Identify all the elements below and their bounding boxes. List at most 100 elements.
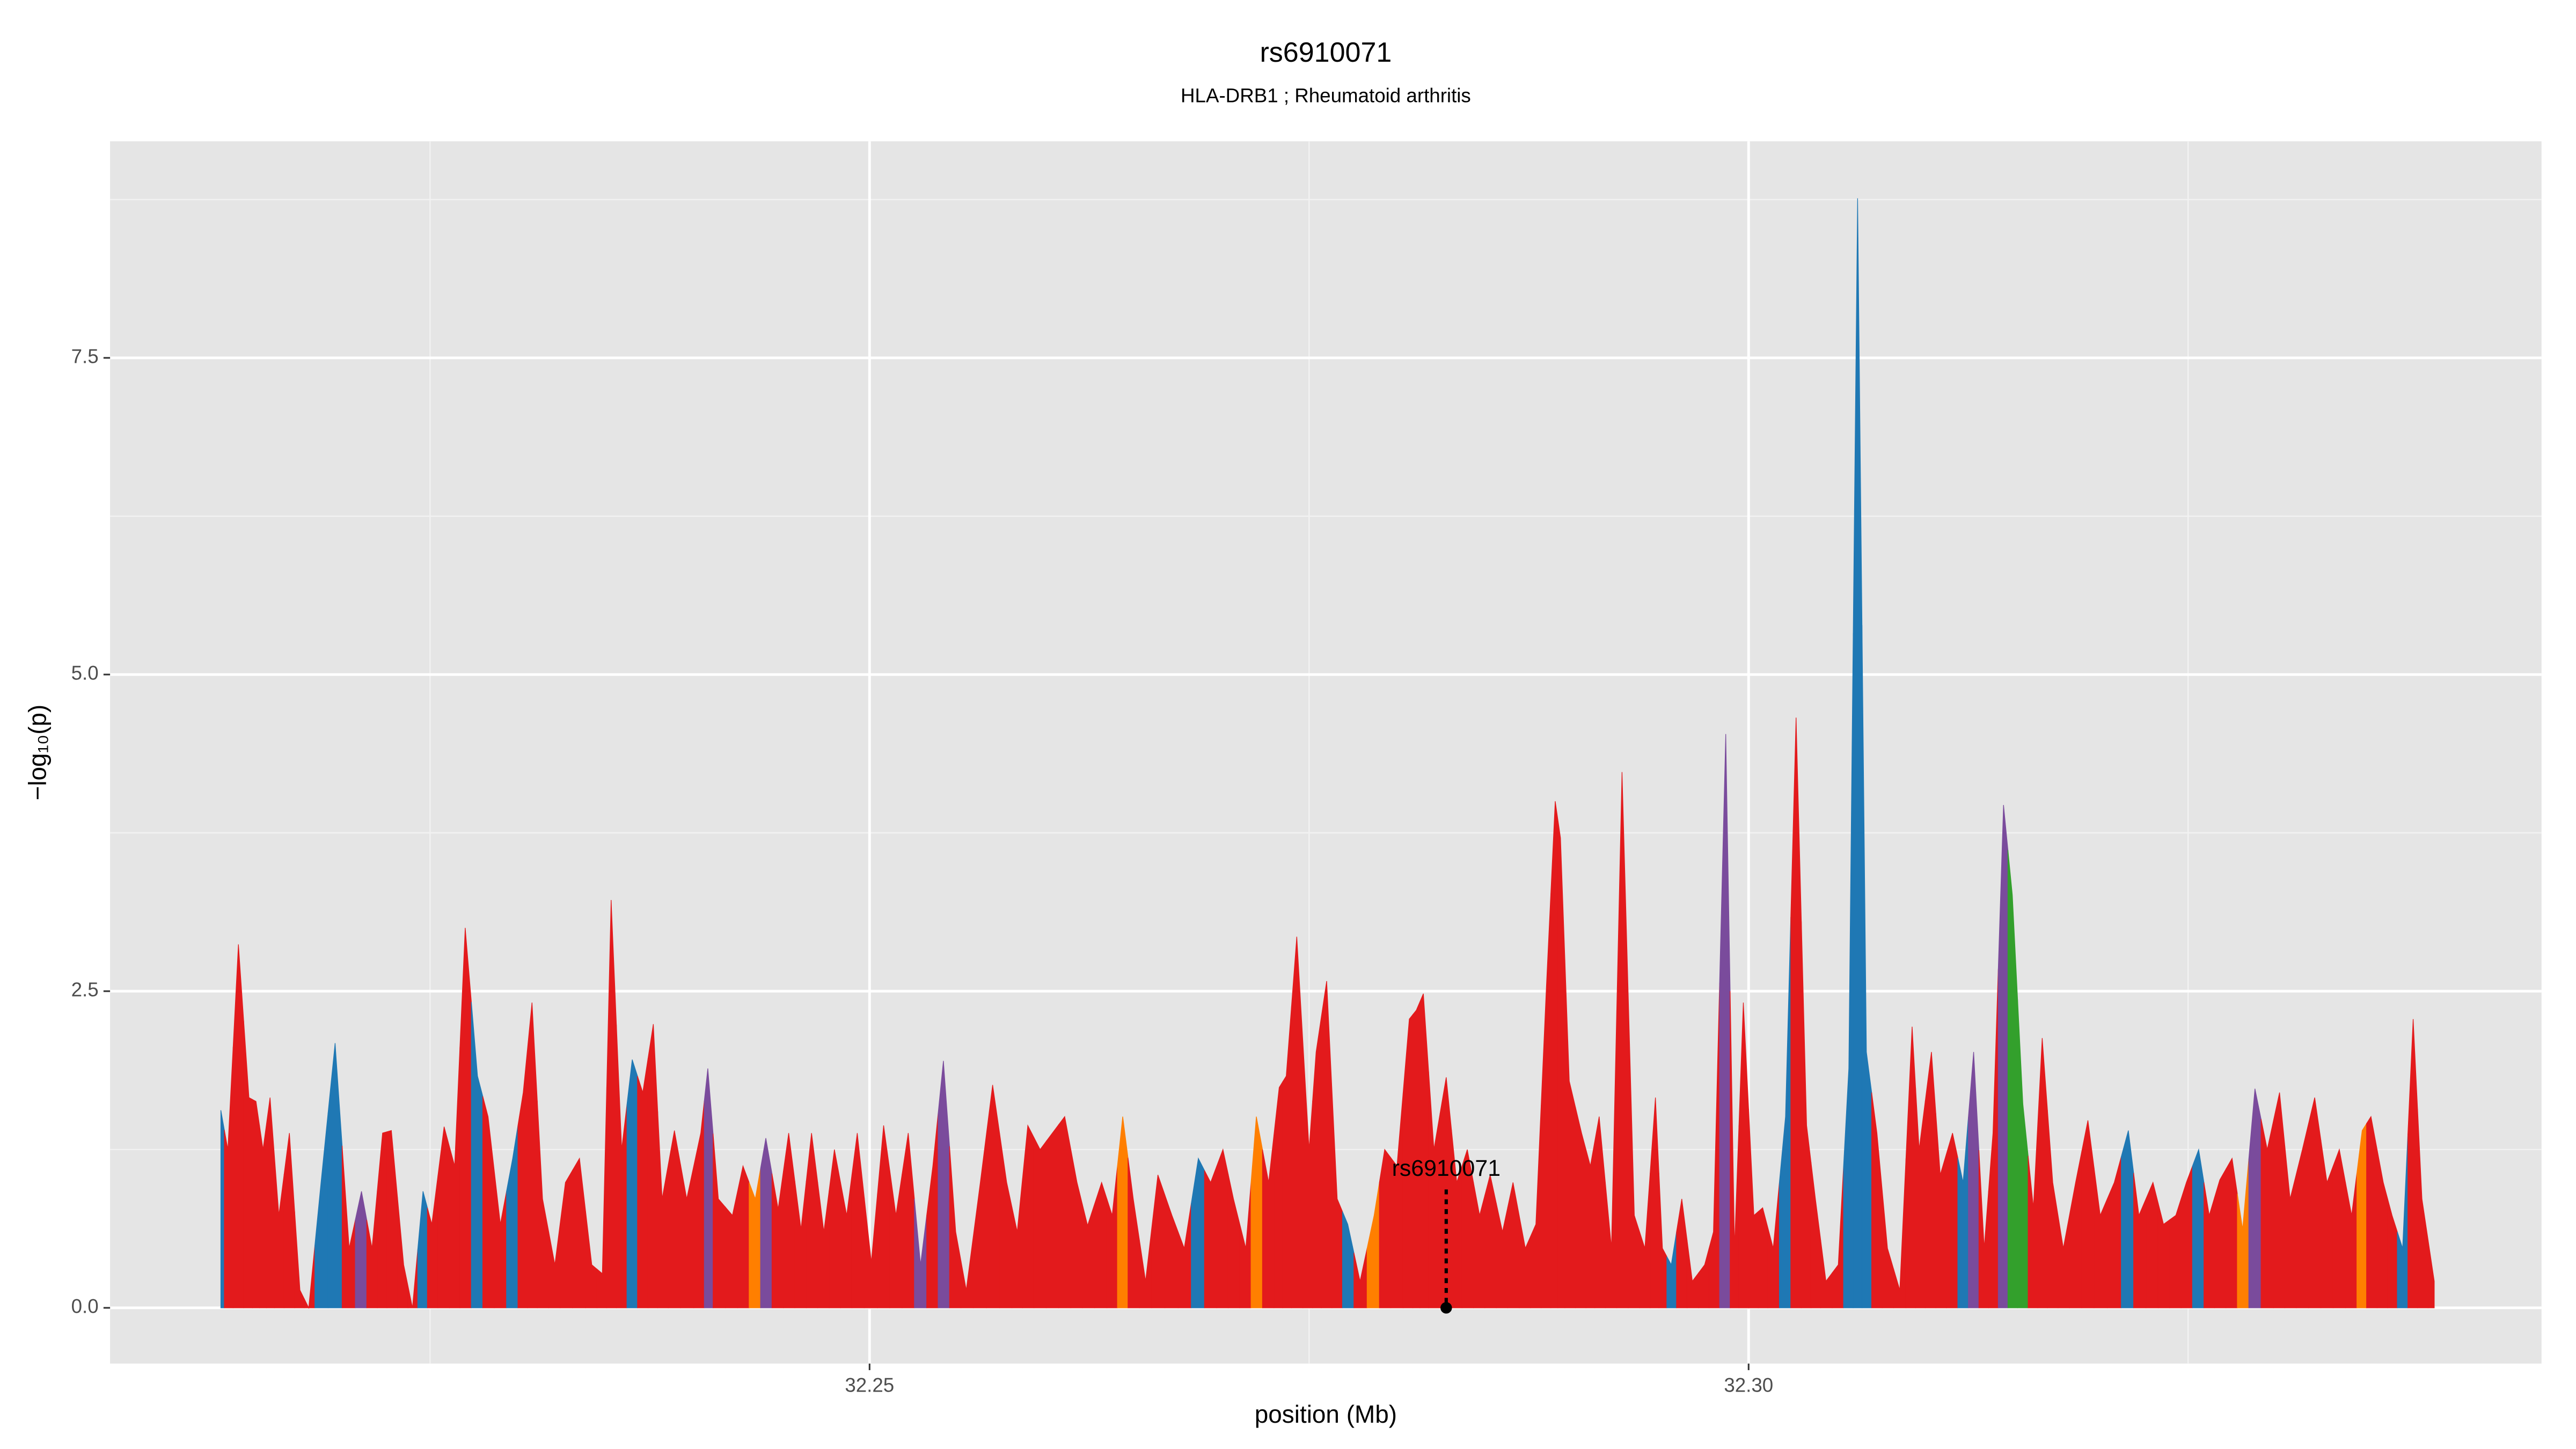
annotation-label: rs6910071 <box>1392 1155 1501 1181</box>
area-segment <box>657 1111 669 1308</box>
area-segment <box>537 1101 550 1308</box>
area-segment <box>1451 1130 1462 1308</box>
y-tick-label: 0.0 <box>71 1296 99 1318</box>
area-segment <box>482 1096 495 1308</box>
area-segment <box>366 1190 378 1308</box>
area-segment <box>1585 1141 1596 1308</box>
area-segment <box>1530 1105 1542 1308</box>
area-segment <box>1379 1148 1392 1308</box>
area-segment <box>437 1126 450 1308</box>
area-segment <box>1033 1137 1047 1308</box>
area-segment <box>1871 1092 1883 1308</box>
area-segment <box>771 1170 784 1308</box>
area-segment <box>749 1168 761 1308</box>
area-segment <box>783 1133 795 1308</box>
area-segment <box>938 1060 950 1308</box>
area-segment <box>386 1130 398 1308</box>
area-segment <box>1507 1182 1520 1308</box>
area-segment <box>355 1191 368 1308</box>
area-segment <box>1496 1203 1509 1308</box>
area-segment <box>1564 959 1576 1308</box>
area-segment <box>417 1191 428 1308</box>
area-segment <box>647 1024 658 1308</box>
area-segment <box>1575 1107 1586 1308</box>
area-segment <box>2366 1115 2378 1308</box>
area-segment <box>1412 1001 1421 1308</box>
area-segment <box>817 1182 830 1308</box>
area-segment <box>986 1085 1000 1308</box>
area-segment <box>2017 999 2029 1308</box>
area-segment <box>1758 1207 1768 1308</box>
area-segment <box>1882 1190 1894 1308</box>
area-segment <box>252 1099 260 1308</box>
area-segment <box>1738 1002 1749 1308</box>
area-segment <box>2260 1119 2274 1308</box>
area-segment <box>1177 1203 1192 1308</box>
area-segment <box>1473 1182 1485 1308</box>
area-segment <box>1893 1158 1907 1308</box>
area-segment <box>1082 1204 1095 1308</box>
area-segment <box>1262 1135 1275 1308</box>
area-segment <box>1541 894 1552 1308</box>
area-segment <box>2214 1168 2227 1308</box>
area-segment <box>1216 1148 1229 1308</box>
area-segment <box>259 1123 267 1308</box>
y-tick-label: 2.5 <box>71 979 99 1001</box>
area-segment <box>294 1211 305 1308</box>
area-segment <box>2192 1148 2205 1308</box>
area-segment <box>341 1145 356 1308</box>
area-segment <box>1366 1182 1380 1308</box>
area-segment <box>1698 1248 1710 1308</box>
area-segment <box>1639 1173 1651 1308</box>
area-segment <box>232 944 244 1308</box>
area-segment <box>1519 1215 1531 1308</box>
area-segment <box>1557 819 1565 1308</box>
area-segment <box>2007 850 2018 1308</box>
area-segment <box>2081 1120 2095 1308</box>
area-segment <box>1045 1124 1059 1308</box>
area-segment <box>2157 1203 2170 1308</box>
y-tick-label: 5.0 <box>71 662 99 684</box>
area-segment <box>1402 1013 1414 1308</box>
area-segment <box>449 1046 460 1308</box>
area-segment <box>1946 1133 1958 1308</box>
area-segment <box>1117 1116 1129 1308</box>
area-segment <box>2273 1092 2286 1308</box>
area-segment <box>1227 1174 1240 1308</box>
area-segment <box>2296 1123 2309 1308</box>
area-segment <box>1605 1010 1618 1308</box>
area-segment <box>1801 921 1812 1308</box>
area-segment <box>1628 993 1640 1308</box>
area-segment <box>1730 991 1739 1308</box>
x-tick-label: 32.30 <box>1724 1374 1773 1396</box>
area-segment <box>889 1170 903 1308</box>
area-segment <box>999 1133 1013 1308</box>
area-segment <box>1616 772 1629 1308</box>
area-segment <box>1321 980 1333 1308</box>
area-segment <box>1353 1248 1368 1308</box>
area-segment <box>494 1170 507 1308</box>
y-axis-label: −log₁₀(p) <box>24 705 52 801</box>
area-segment <box>2332 1148 2346 1308</box>
area-segment <box>926 1113 939 1308</box>
area-segment <box>1484 1174 1497 1308</box>
area-segment <box>220 1110 225 1308</box>
area-segment <box>1550 801 1558 1308</box>
area-segment <box>2387 1198 2398 1308</box>
area-segment <box>224 1046 234 1308</box>
area-segment <box>1106 1166 1118 1308</box>
area-segment <box>1391 1092 1404 1308</box>
area-segment <box>851 1133 865 1308</box>
area-segment <box>914 1198 927 1308</box>
area-segment <box>2308 1097 2322 1308</box>
area-segment <box>1274 1080 1283 1308</box>
area-segment <box>2121 1130 2134 1308</box>
area-segment <box>517 1047 528 1308</box>
x-axis-label: position (Mb) <box>1255 1400 1397 1428</box>
area-segment <box>1594 1116 1606 1308</box>
chart-title: rs6910071 <box>1260 37 1392 68</box>
area-segment <box>2058 1215 2070 1308</box>
area-segment <box>2133 1173 2147 1308</box>
area-segment <box>2237 1159 2249 1308</box>
area-segment <box>2204 1182 2215 1308</box>
